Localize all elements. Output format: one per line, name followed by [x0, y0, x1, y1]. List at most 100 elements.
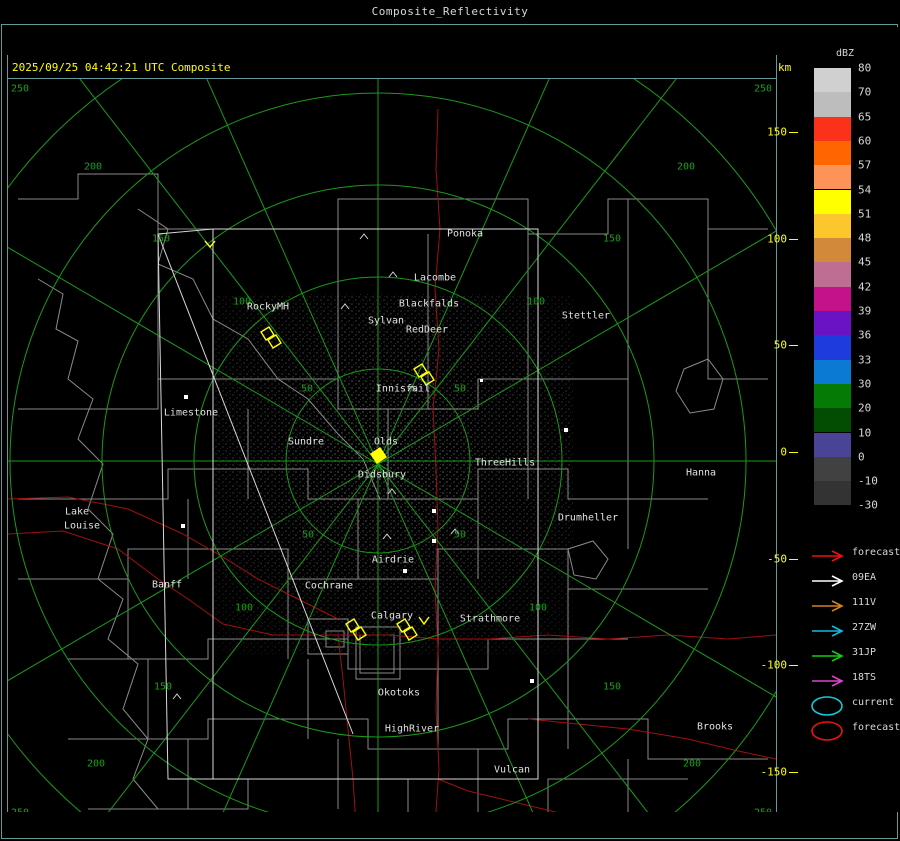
arrow-icon-wrap — [812, 625, 844, 637]
colorbar-swatch-33[interactable] — [814, 359, 851, 384]
track-legend-label-4: 31JP — [852, 647, 877, 658]
city-label-louise: Louise — [63, 520, 101, 532]
colorbar-value--30: -30 — [858, 498, 878, 512]
track-legend-row-31jp-4[interactable]: 31JP — [808, 643, 898, 668]
radar-map-svg — [8, 79, 776, 812]
colorbar-swatch-10[interactable] — [814, 432, 851, 457]
track-legend-label-7: forecast — [852, 722, 900, 733]
colorbar-value-57: 57 — [858, 158, 872, 172]
y-tick-mark-3 — [789, 452, 798, 453]
plot-top-rule — [7, 78, 777, 79]
arrow-icon — [812, 675, 844, 687]
track-legend-label-3: 27ZW — [852, 622, 877, 633]
ring-label-200-sw: 200 — [86, 758, 106, 770]
city-label-ponoka: Ponoka — [446, 228, 484, 240]
colorbar-swatch-57[interactable] — [814, 165, 851, 190]
ring-label-250-nw: 250 — [10, 83, 30, 95]
y-tick-label-1: 100 — [767, 232, 787, 246]
colorbar-value-60: 60 — [858, 134, 872, 148]
track-legend-label-0: forecast — [852, 547, 900, 558]
ellipse-icon — [811, 696, 843, 716]
colorbar-swatch-80[interactable] — [814, 68, 851, 93]
colorbar-swatch-36[interactable] — [814, 335, 851, 360]
ellipse-icon-wrap — [811, 696, 843, 716]
colorbar-swatch-65[interactable] — [814, 116, 851, 141]
colorbar-swatch-48[interactable] — [814, 238, 851, 263]
ring-label-200-se: 200 — [682, 758, 702, 770]
ellipse-icon — [811, 721, 843, 741]
ring-label-100-ne: 100 — [526, 296, 546, 308]
track-legend-row-forecast-0[interactable]: forecast — [808, 543, 900, 568]
colorbar-value-54: 54 — [858, 183, 872, 196]
city-label-lacombe: Lacombe — [413, 272, 457, 284]
city-label-okotoks: Okotoks — [377, 687, 421, 699]
point-markers — [181, 379, 568, 683]
city-label-olds: Olds — [373, 436, 399, 448]
track-legend-row-current-6[interactable]: current — [808, 693, 898, 718]
city-label-vulcan: Vulcan — [493, 764, 531, 776]
arrow-icon-wrap — [812, 650, 844, 662]
colorbar-value-20: 20 — [858, 401, 872, 415]
storm-track-lines — [157, 228, 539, 780]
colorbar-swatch-60[interactable] — [814, 140, 851, 166]
arrow-icon-wrap — [812, 575, 844, 587]
colorbar-swatch-45[interactable] — [814, 262, 851, 287]
city-label-sylvan: Sylvan — [367, 315, 405, 327]
colorbar-swatch-70[interactable] — [814, 92, 851, 117]
colorbar-value-42: 42 — [858, 280, 872, 294]
km-unit-top: km — [778, 61, 792, 74]
ring-label-250-se: 250 — [754, 808, 772, 813]
ring-label-100-sw: 100 — [234, 602, 254, 614]
city-label-rockymh: RockyMH — [246, 301, 290, 313]
colorbar-swatch-39[interactable] — [814, 311, 851, 336]
track-legend-row-27zw-3[interactable]: 27ZW — [808, 618, 898, 643]
colorbar-value-45: 45 — [858, 255, 872, 269]
ring-label-100-se: 100 — [528, 602, 548, 614]
y-tick-label-5: -100 — [760, 658, 788, 672]
ring-label-150-se: 150 — [602, 681, 622, 693]
colorbar-value-51: 51 — [858, 207, 872, 221]
track-legend-row-111v-2[interactable]: 111V — [808, 593, 898, 618]
y-tick-label-0: 150 — [767, 125, 787, 139]
colorbar-value-70: 70 — [858, 85, 872, 99]
ring-label-150-sw: 150 — [153, 681, 173, 693]
colorbar-value-80: 80 — [858, 61, 872, 75]
ring-label-250-sw: 250 — [11, 808, 29, 813]
city-label-strathmore: Strathmore — [459, 613, 521, 625]
colorbar-swatch--10[interactable] — [814, 481, 851, 506]
city-label-airdrie: Airdrie — [371, 554, 415, 566]
track-legend-row-forecast-7[interactable]: forecast — [808, 718, 900, 743]
y-tick-mark-5 — [789, 665, 798, 667]
colorbar-swatch-42[interactable] — [814, 286, 851, 311]
colorbar-value-36: 36 — [858, 328, 872, 342]
radar-map-canvas[interactable]: 250 250 250 250 200 200 200 200 150 150 … — [8, 79, 776, 812]
ring-label-50-ne: 50 — [453, 383, 467, 395]
arrow-icon — [812, 550, 844, 562]
city-label-brooks: Brooks — [696, 721, 734, 733]
colorbar-swatch-54[interactable] — [814, 189, 851, 214]
city-label-reddeer: RedDeer — [405, 324, 449, 336]
arrow-icon — [812, 600, 844, 612]
track-legend-row-09ea-1[interactable]: 09EA — [808, 568, 898, 593]
timestamp-label: 2025/09/25 04:42:21 UTC Composite — [12, 61, 231, 74]
city-label-hanna: Hanna — [685, 467, 717, 479]
y-tick-mark-4 — [789, 558, 798, 560]
colorbar-swatch-51[interactable] — [814, 213, 851, 239]
arrow-icon-wrap — [812, 550, 844, 562]
y-tick-label-2: 50 — [773, 338, 787, 352]
track-legend-label-2: 111V — [852, 597, 877, 608]
county-boundaries — [18, 173, 768, 812]
colorbar-title: dBZ — [836, 48, 855, 59]
track-legend-row-18ts-5[interactable]: 18TS — [808, 668, 898, 693]
city-label-sundre: Sundre — [287, 436, 325, 448]
colorbar-swatch-30[interactable] — [814, 383, 851, 409]
ring-label-50-se: 50 — [453, 529, 467, 541]
track-legend-label-1: 09EA — [852, 572, 877, 583]
radar-display-panel[interactable]: 2025/09/25 04:42:21 UTC Composite km — [3, 27, 798, 812]
city-label-blackfalds: Blackfalds — [398, 298, 460, 310]
colorbar-swatch-0[interactable] — [814, 456, 851, 482]
city-label-banff: Banff — [151, 579, 183, 591]
colorbar-swatch-20[interactable] — [814, 408, 851, 433]
city-label-threehills: ThreeHills — [474, 457, 536, 469]
